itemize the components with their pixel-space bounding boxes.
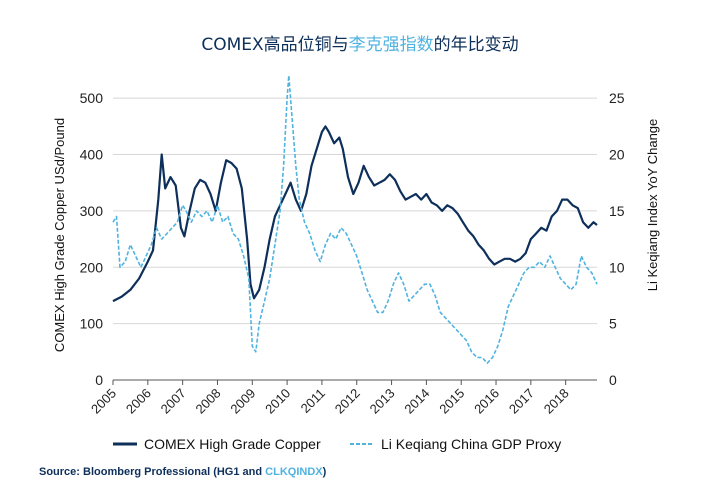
y-tick-right-label: 20 [609, 147, 625, 163]
source-link[interactable]: CLKQINDX [265, 466, 323, 478]
legend-likeqiang-label: Li Keqiang China GDP Proxy [381, 436, 561, 452]
likeqiang-series-line [112, 74, 598, 364]
y-tick-right-label: 10 [609, 259, 625, 275]
title-part-3: 的年比变动 [433, 35, 519, 55]
source-suffix: ) [322, 466, 327, 478]
x-tick-label: 2009 [227, 386, 258, 417]
source-prefix: Source: Bloomberg Professional (HG1 and [39, 466, 266, 478]
y-tick-left-label: 500 [80, 90, 104, 106]
x-tick-label: 2012 [332, 386, 363, 417]
copper-series-line [112, 125, 598, 303]
chart-title: COMEX高品位铜与李克强指数的年比变动 [0, 30, 720, 55]
y-tick-left-label: 400 [80, 147, 104, 163]
x-tick-label: 2018 [541, 386, 572, 417]
x-tick-label: 2010 [262, 386, 293, 417]
y-tick-right-label: 15 [609, 203, 625, 219]
x-tick-label: 2011 [298, 386, 328, 416]
y-tick-left-label: 300 [80, 203, 104, 219]
x-tick-label: 2006 [123, 386, 154, 417]
y-tick-right-label: 5 [609, 316, 617, 332]
y-axis-right-title: Li Keqiang Index YoY Change [645, 119, 660, 292]
x-tick-label: 2007 [158, 386, 189, 417]
y-tick-right-label: 0 [609, 372, 617, 388]
title-part-2: 李克强指数 [348, 35, 434, 55]
y-tick-left-label: 200 [80, 259, 104, 275]
y-tick-left-label: 0 [95, 372, 103, 388]
legend-copper-label: COMEX High Grade Copper [144, 436, 321, 452]
x-tick-label: 2008 [193, 386, 224, 417]
x-tick-label: 2015 [436, 386, 467, 417]
y-axis-left-title: COMEX High Grade Copper USd/Pound [52, 118, 67, 352]
x-tick-label: 2014 [401, 386, 432, 417]
x-tick-label: 2005 [88, 386, 119, 417]
title-part-1: COMEX高品位铜与 [201, 35, 349, 55]
x-tick-label: 2013 [367, 386, 398, 417]
x-tick-label: 2016 [471, 386, 502, 417]
source-note: Source: Bloomberg Professional (HG1 and … [39, 466, 326, 478]
x-tick-label: 2017 [506, 386, 537, 417]
y-tick-right-label: 25 [609, 90, 625, 106]
y-tick-left-label: 100 [80, 316, 104, 332]
